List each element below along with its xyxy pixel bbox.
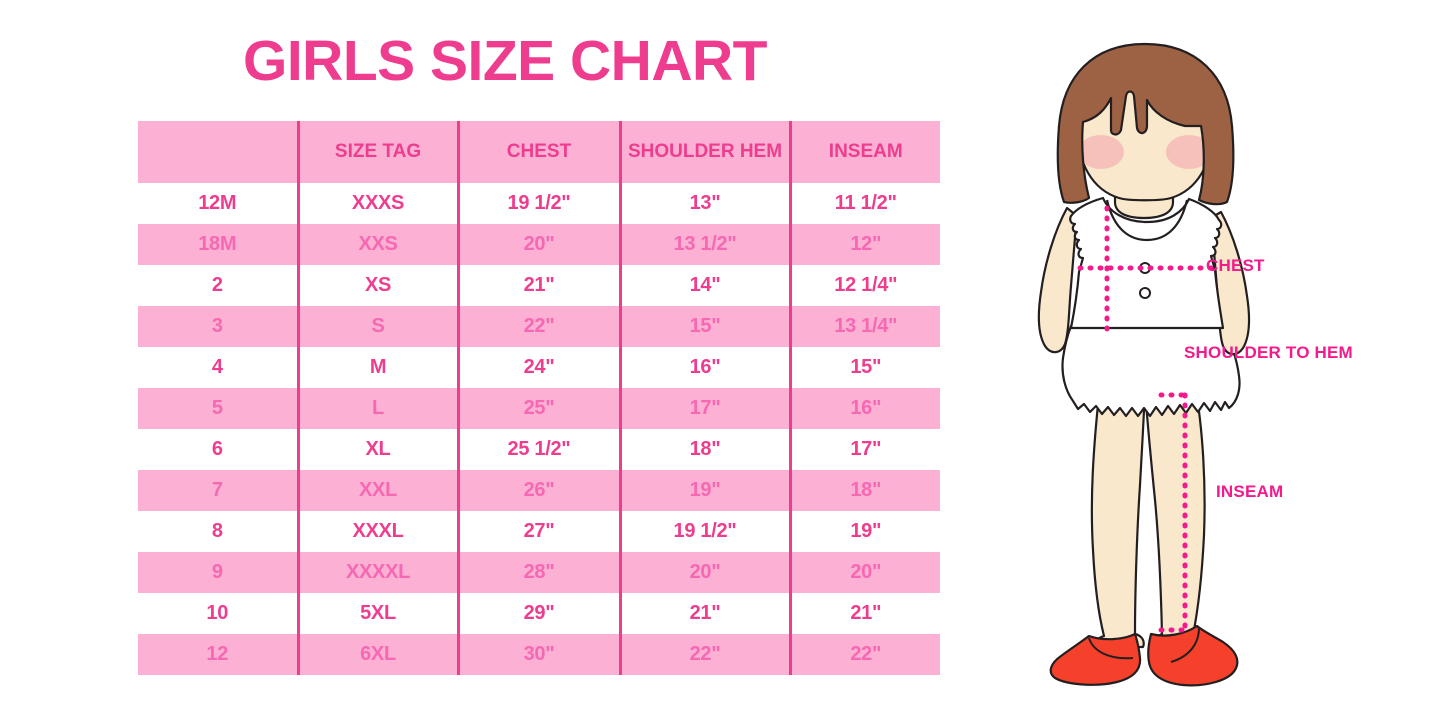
cell-shoulder-hem: 19" — [618, 470, 790, 511]
cell-inseam: 12 1/4" — [788, 265, 940, 306]
skirt-group — [1061, 324, 1241, 418]
measurement-guides — [1077, 205, 1216, 633]
table-row: 2 XS 21" 14" 12 1/4" — [138, 265, 940, 306]
cell-inseam: 15" — [788, 347, 940, 388]
cell-size: 12M — [138, 183, 298, 224]
column-header-chest: CHEST — [456, 121, 620, 183]
cell-shoulder-hem: 16" — [618, 347, 790, 388]
page-title: GIRLS SIZE CHART — [242, 29, 768, 93]
table-row: 6 XL 25 1/2" 18" 17" — [138, 429, 940, 470]
cell-size-tag: 6XL — [296, 634, 458, 675]
cell-inseam: 20" — [788, 552, 940, 593]
cell-shoulder-hem: 14" — [618, 265, 790, 306]
cell-shoulder-hem: 17" — [618, 388, 790, 429]
column-header-size — [138, 121, 298, 183]
girl-figure-illustration — [985, 30, 1445, 700]
cell-size: 18M — [138, 224, 298, 265]
cell-size: 8 — [138, 511, 298, 552]
cell-shoulder-hem: 13" — [618, 183, 790, 224]
table-row: 9 XXXXL 28" 20" 20" — [138, 552, 940, 593]
cell-chest: 27" — [456, 511, 620, 552]
table-row: 5 L 25" 17" 16" — [138, 388, 940, 429]
cell-chest: 29" — [456, 593, 620, 634]
column-header-inseam: INSEAM — [788, 121, 940, 183]
cell-size: 4 — [138, 347, 298, 388]
cell-size: 3 — [138, 306, 298, 347]
column-header-size-tag: SIZE TAG — [296, 121, 458, 183]
table-row: 12M XXXS 19 1/2" 13" 11 1/2" — [138, 183, 940, 224]
table-row: 10 5XL 29" 21" 21" — [138, 593, 940, 634]
cell-inseam: 18" — [788, 470, 940, 511]
cell-size: 7 — [138, 470, 298, 511]
cell-chest: 26" — [456, 470, 620, 511]
cell-chest: 24" — [456, 347, 620, 388]
cell-shoulder-hem: 18" — [618, 429, 790, 470]
cell-size: 2 — [138, 265, 298, 306]
cell-inseam: 21" — [788, 593, 940, 634]
cell-size-tag: M — [296, 347, 458, 388]
cell-size-tag: XS — [296, 265, 458, 306]
table-row: 4 M 24" 16" 15" — [138, 347, 940, 388]
legs-group — [1090, 383, 1206, 649]
cell-shoulder-hem: 21" — [618, 593, 790, 634]
table-head: SIZE TAG CHEST SHOULDER HEM INSEAM — [138, 121, 940, 183]
cell-size-tag: XXL — [296, 470, 458, 511]
cell-inseam: 17" — [788, 429, 940, 470]
table-row: 3 S 22" 15" 13 1/4" — [138, 306, 940, 347]
cell-size: 9 — [138, 552, 298, 593]
cell-inseam: 13 1/4" — [788, 306, 940, 347]
cell-size: 5 — [138, 388, 298, 429]
table-row: 12 6XL 30" 22" 22" — [138, 634, 940, 675]
cell-size-tag: XXXS — [296, 183, 458, 224]
label-shoulder-to-hem: SHOULDER TO HEM — [1184, 343, 1353, 362]
shoes-group — [1049, 624, 1239, 687]
cell-size: 12 — [138, 634, 298, 675]
cell-chest: 19 1/2" — [456, 183, 620, 224]
cell-chest: 28" — [456, 552, 620, 593]
table-body: 12M XXXS 19 1/2" 13" 11 1/2" 18M XXS 20"… — [138, 183, 940, 675]
table-row: 8 XXXL 27" 19 1/2" 19" — [138, 511, 940, 552]
label-chest: CHEST — [1206, 256, 1265, 275]
cell-size-tag: S — [296, 306, 458, 347]
cell-size-tag: 5XL — [296, 593, 458, 634]
cell-inseam: 11 1/2" — [788, 183, 940, 224]
head-group — [1056, 42, 1235, 206]
hair — [1056, 42, 1235, 206]
cell-chest: 21" — [456, 265, 620, 306]
cell-size-tag: L — [296, 388, 458, 429]
cell-size-tag: XL — [296, 429, 458, 470]
table-header-row: SIZE TAG CHEST SHOULDER HEM INSEAM — [138, 121, 940, 183]
cell-inseam: 16" — [788, 388, 940, 429]
cell-chest: 20" — [456, 224, 620, 265]
cell-shoulder-hem: 22" — [618, 634, 790, 675]
cell-shoulder-hem: 13 1/2" — [618, 224, 790, 265]
cell-inseam: 12" — [788, 224, 940, 265]
cell-chest: 25 1/2" — [456, 429, 620, 470]
blush-right — [1166, 135, 1212, 169]
cell-inseam: 22" — [788, 634, 940, 675]
cell-chest: 22" — [456, 306, 620, 347]
blush-left — [1078, 135, 1124, 169]
cell-shoulder-hem: 20" — [618, 552, 790, 593]
cell-inseam: 19" — [788, 511, 940, 552]
cell-shoulder-hem: 15" — [618, 306, 790, 347]
table-row: 7 XXL 26" 19" 18" — [138, 470, 940, 511]
cell-size: 10 — [138, 593, 298, 634]
cell-size: 6 — [138, 429, 298, 470]
cell-chest: 30" — [456, 634, 620, 675]
cell-shoulder-hem: 19 1/2" — [618, 511, 790, 552]
cell-size-tag: XXXXL — [296, 552, 458, 593]
button-lower — [1139, 287, 1151, 299]
cell-chest: 25" — [456, 388, 620, 429]
column-header-shoulder-hem: SHOULDER HEM — [618, 121, 790, 183]
label-inseam: INSEAM — [1216, 482, 1284, 501]
size-table-container: SIZE TAG CHEST SHOULDER HEM INSEAM 12M X… — [138, 121, 940, 675]
cell-size-tag: XXS — [296, 224, 458, 265]
table-row: 18M XXS 20" 13 1/2" 12" — [138, 224, 940, 265]
cell-size-tag: XXXL — [296, 511, 458, 552]
size-table: SIZE TAG CHEST SHOULDER HEM INSEAM 12M X… — [138, 121, 940, 675]
